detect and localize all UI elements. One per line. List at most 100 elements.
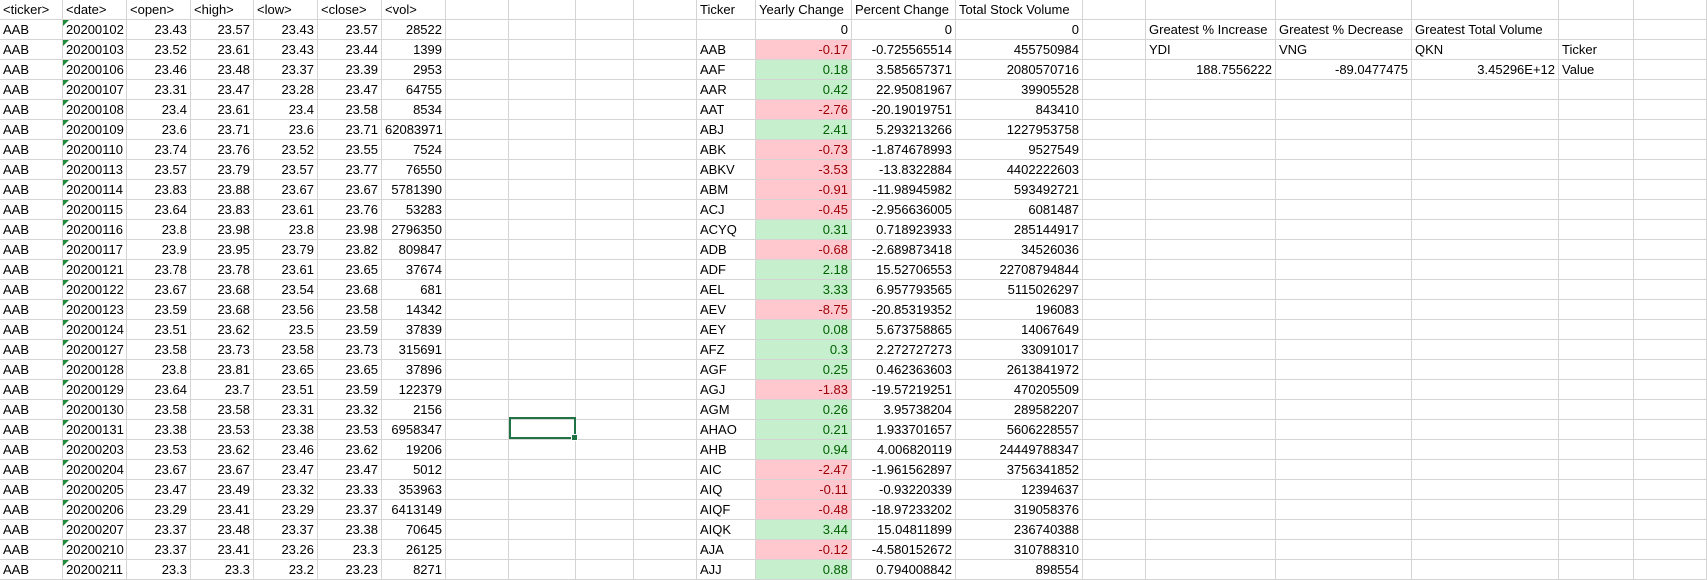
summary-cell[interactable]: -19.57219251 — [852, 380, 956, 400]
empty-cell[interactable] — [509, 340, 576, 360]
date-cell[interactable]: 20200114 — [63, 180, 127, 200]
yearly-change-cell[interactable]: -0.45 — [756, 200, 852, 220]
date-cell[interactable]: 20200205 — [63, 480, 127, 500]
summary-cell[interactable]: 236740388 — [956, 520, 1083, 540]
empty-cell[interactable] — [1634, 480, 1707, 500]
summary-ticker[interactable]: AGM — [697, 400, 756, 420]
empty-cell[interactable] — [1559, 220, 1634, 240]
data-cell[interactable]: 23.78 — [127, 260, 191, 280]
empty-cell[interactable] — [1083, 80, 1146, 100]
empty-cell[interactable] — [446, 40, 509, 60]
empty-cell[interactable] — [1559, 140, 1634, 160]
data-cell[interactable]: 23.43 — [254, 40, 318, 60]
yearly-change-cell[interactable]: -0.68 — [756, 240, 852, 260]
empty-cell[interactable] — [446, 240, 509, 260]
data-cell[interactable]: 8271 — [382, 560, 446, 580]
data-cell[interactable]: 76550 — [382, 160, 446, 180]
empty-cell[interactable] — [1634, 560, 1707, 580]
empty-cell[interactable] — [1634, 140, 1707, 160]
data-cell[interactable]: AAB — [0, 240, 63, 260]
summary-cell[interactable]: 5.293213266 — [852, 120, 956, 140]
empty-cell[interactable] — [446, 400, 509, 420]
row-label-value[interactable]: Value — [1559, 60, 1634, 80]
summary-ticker[interactable]: ABKV — [697, 160, 756, 180]
empty-cell[interactable] — [634, 360, 697, 380]
empty-cell[interactable] — [1412, 260, 1559, 280]
empty-cell[interactable] — [1634, 320, 1707, 340]
data-cell[interactable]: 23.61 — [191, 40, 254, 60]
empty-cell[interactable] — [1559, 160, 1634, 180]
yearly-change-cell[interactable]: -0.12 — [756, 540, 852, 560]
data-cell[interactable]: 6958347 — [382, 420, 446, 440]
data-cell[interactable]: 23.59 — [318, 380, 382, 400]
data-cell[interactable]: 23.4 — [254, 100, 318, 120]
date-cell[interactable]: 20200131 — [63, 420, 127, 440]
summary-ticker[interactable]: AEL — [697, 280, 756, 300]
empty-cell[interactable] — [1083, 380, 1146, 400]
summary-cell[interactable]: -20.85319352 — [852, 300, 956, 320]
empty-cell[interactable] — [576, 380, 634, 400]
data-cell[interactable]: 23.8 — [127, 220, 191, 240]
empty-cell[interactable] — [576, 400, 634, 420]
data-cell[interactable]: 23.39 — [318, 60, 382, 80]
yearly-change-cell[interactable]: -0.11 — [756, 480, 852, 500]
empty-cell[interactable] — [634, 20, 697, 40]
empty-cell[interactable] — [1634, 280, 1707, 300]
empty-cell[interactable] — [509, 140, 576, 160]
empty-cell[interactable] — [576, 220, 634, 240]
empty-cell[interactable] — [446, 100, 509, 120]
empty-cell[interactable] — [1276, 560, 1412, 580]
empty-cell[interactable] — [1412, 460, 1559, 480]
empty-cell[interactable] — [1276, 460, 1412, 480]
empty-cell[interactable] — [1634, 180, 1707, 200]
summary-ticker[interactable]: AAR — [697, 80, 756, 100]
empty-cell[interactable] — [1634, 20, 1707, 40]
summary-cell[interactable]: -2.956636005 — [852, 200, 956, 220]
empty-cell[interactable] — [1559, 400, 1634, 420]
empty-cell[interactable] — [1412, 300, 1559, 320]
data-cell[interactable]: 23.33 — [318, 480, 382, 500]
empty-cell[interactable] — [1083, 180, 1146, 200]
data-cell[interactable]: 23.82 — [318, 240, 382, 260]
empty-cell[interactable] — [509, 280, 576, 300]
data-cell[interactable]: 23.31 — [127, 80, 191, 100]
summary-ticker[interactable]: ADF — [697, 260, 756, 280]
summary-cell[interactable]: 39905528 — [956, 80, 1083, 100]
empty-cell[interactable] — [509, 400, 576, 420]
data-cell[interactable]: 23.3 — [127, 560, 191, 580]
empty-cell[interactable] — [576, 480, 634, 500]
yearly-change-cell[interactable]: 0.3 — [756, 340, 852, 360]
empty-cell[interactable] — [1146, 360, 1276, 380]
data-cell[interactable]: 23.49 — [191, 480, 254, 500]
empty-cell[interactable] — [1083, 520, 1146, 540]
data-cell[interactable]: 26125 — [382, 540, 446, 560]
data-cell[interactable]: AAB — [0, 340, 63, 360]
empty-cell[interactable] — [446, 360, 509, 380]
empty-cell[interactable] — [1559, 300, 1634, 320]
data-cell[interactable]: 353963 — [382, 480, 446, 500]
empty-cell[interactable] — [1634, 0, 1707, 20]
data-cell[interactable]: 23.67 — [318, 180, 382, 200]
data-cell[interactable]: 23.38 — [318, 520, 382, 540]
column-header[interactable]: <open> — [127, 0, 191, 20]
data-cell[interactable]: AAB — [0, 40, 63, 60]
empty-cell[interactable] — [509, 80, 576, 100]
empty-cell[interactable] — [509, 160, 576, 180]
date-cell[interactable]: 20200121 — [63, 260, 127, 280]
empty-cell[interactable] — [446, 300, 509, 320]
empty-cell[interactable] — [1276, 260, 1412, 280]
empty-cell[interactable] — [509, 200, 576, 220]
date-cell[interactable]: 20200123 — [63, 300, 127, 320]
summary-cell[interactable]: 15.04811899 — [852, 520, 956, 540]
empty-cell[interactable] — [634, 460, 697, 480]
empty-cell[interactable] — [634, 500, 697, 520]
data-cell[interactable]: 23.41 — [191, 500, 254, 520]
summary-cell[interactable]: 196083 — [956, 300, 1083, 320]
data-cell[interactable]: AAB — [0, 520, 63, 540]
summary-ticker[interactable]: AHAO — [697, 420, 756, 440]
data-cell[interactable]: 23.32 — [254, 480, 318, 500]
summary-cell[interactable]: -11.98945982 — [852, 180, 956, 200]
date-cell[interactable]: 20200206 — [63, 500, 127, 520]
empty-cell[interactable] — [634, 100, 697, 120]
data-cell[interactable]: 23.37 — [254, 520, 318, 540]
